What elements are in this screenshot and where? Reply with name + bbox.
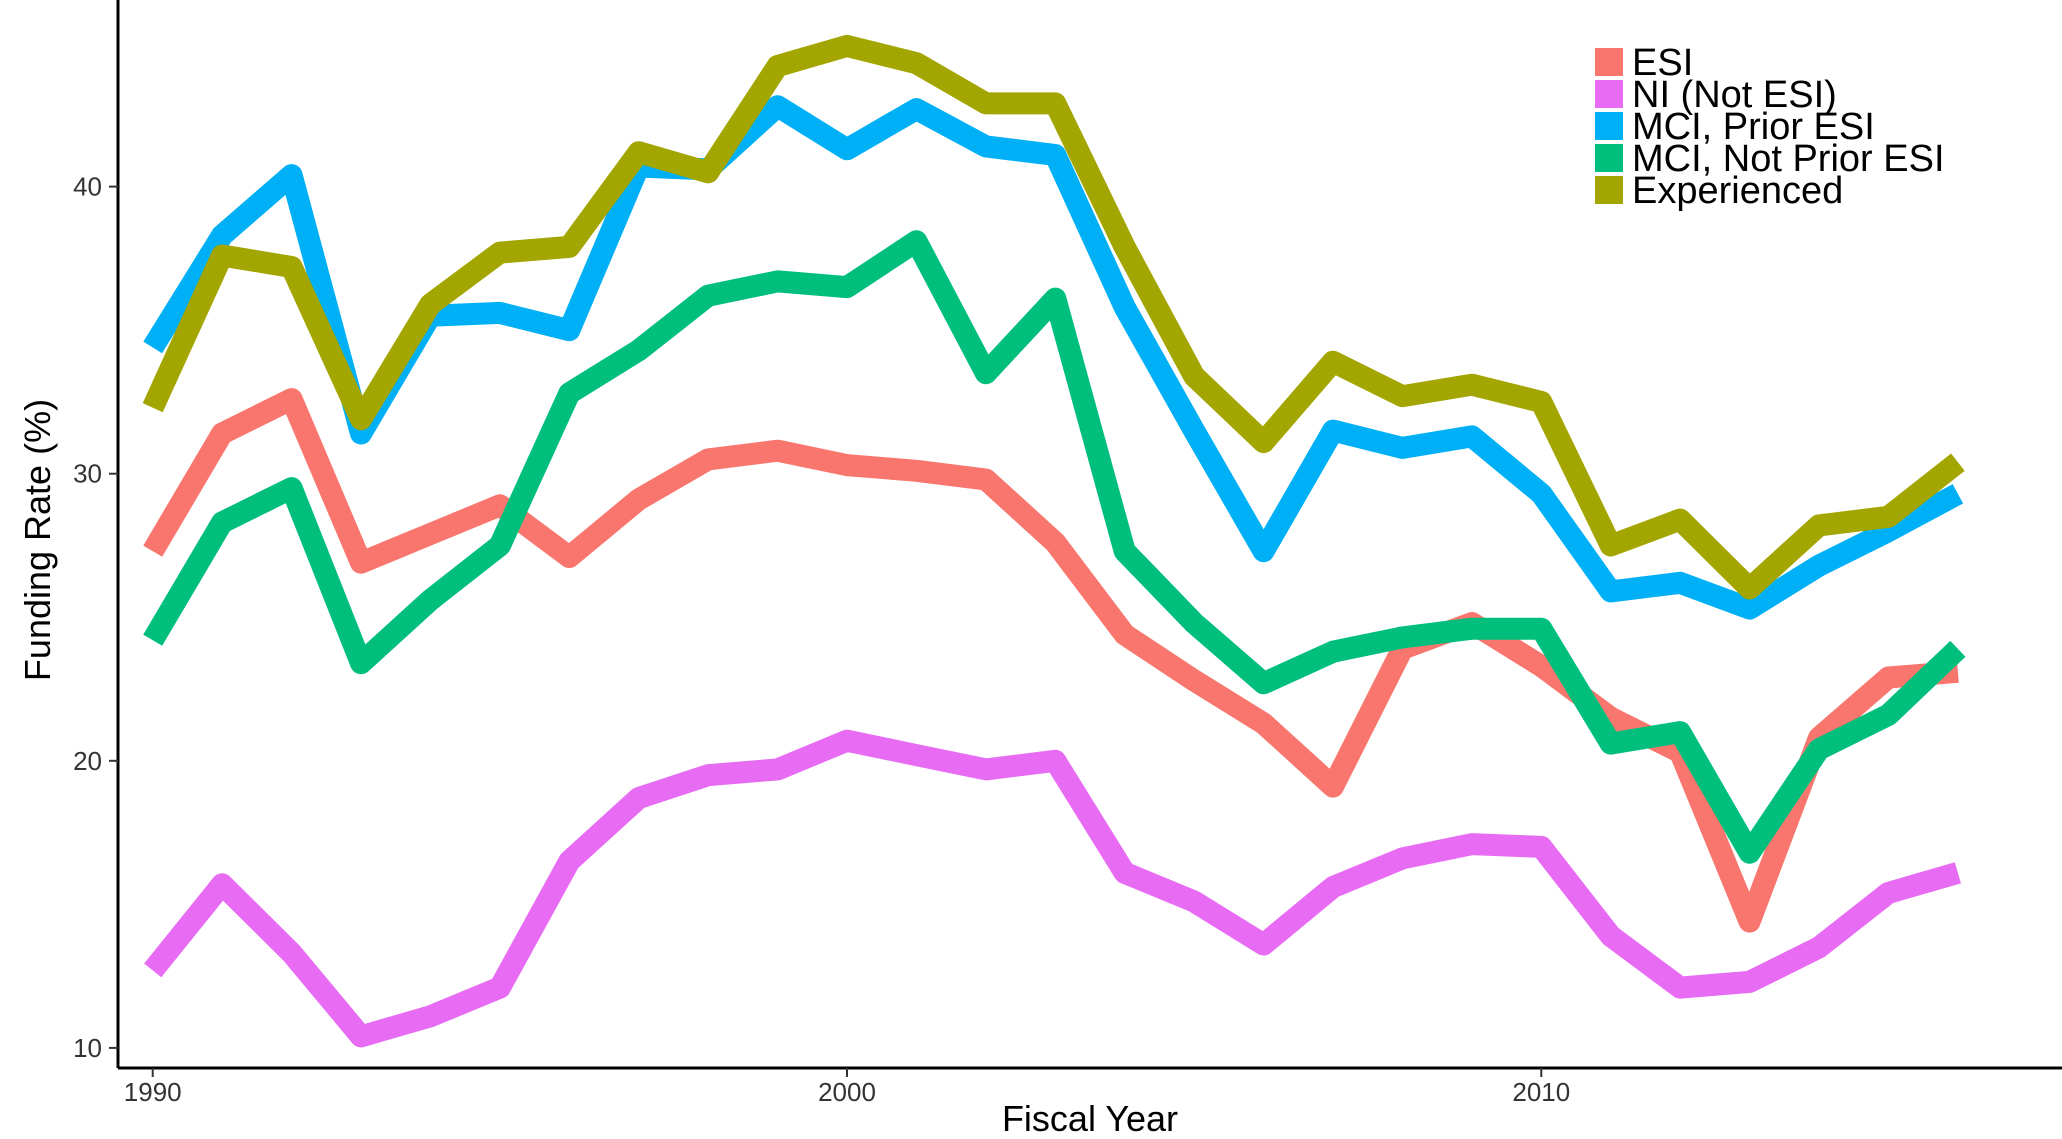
legend-label-3: MCI, Not Prior ESI [1632, 138, 1945, 180]
series-line-4 [142, 34, 1965, 600]
legend-label-0: ESI [1632, 42, 1693, 84]
legend-key-2 [1595, 112, 1623, 140]
x-tick-label: 2010 [1512, 1077, 1570, 1107]
y-tick-label: 30 [73, 459, 102, 489]
legend-label-4: Experienced [1632, 170, 1843, 212]
legend-label-1: NI (Not ESI) [1632, 74, 1837, 116]
x-ticks: 1990 2000 2010 [124, 1068, 1570, 1107]
y-tick-label: 10 [73, 1033, 102, 1063]
legend-key-0 [1595, 48, 1623, 76]
legend-label-2: MCI, Prior ESI [1632, 106, 1875, 148]
series-line-1 [144, 729, 1961, 1048]
series-line-2 [143, 95, 1964, 620]
y-tick-label: 20 [73, 746, 102, 776]
x-tick-label: 1990 [124, 1077, 182, 1107]
series-line-3 [143, 230, 1966, 864]
series-layer [142, 34, 1966, 1048]
y-tick-label: 40 [73, 172, 102, 202]
legend-key-3 [1595, 144, 1623, 172]
x-tick-label: 2000 [818, 1077, 876, 1107]
legend-key-1 [1595, 80, 1623, 108]
y-axis-title: Funding Rate (%) [17, 399, 58, 681]
legend-key-4 [1595, 176, 1623, 204]
y-ticks: 10 20 30 40 [73, 172, 118, 1063]
x-axis-title: Fiscal Year [1002, 1098, 1178, 1139]
